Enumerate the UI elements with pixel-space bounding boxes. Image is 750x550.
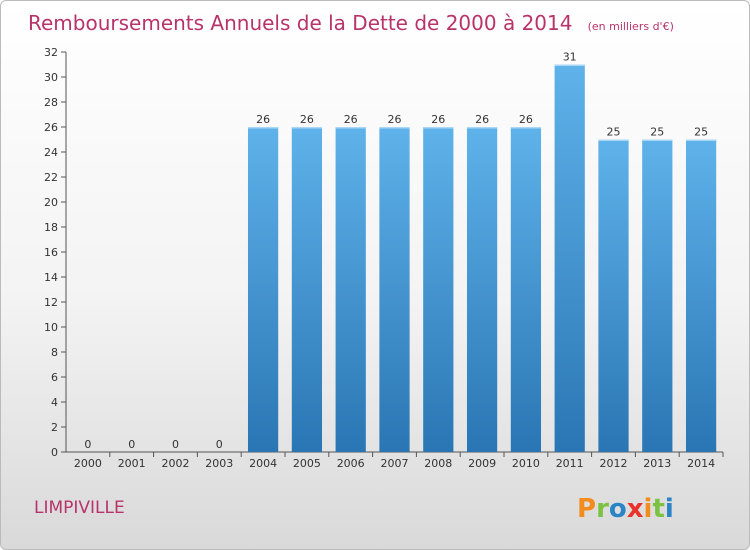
- y-tick-label: 28: [44, 96, 58, 109]
- bar: [247, 127, 279, 452]
- bar: [466, 127, 498, 452]
- x-tick-label: 2012: [600, 457, 628, 470]
- bar: [379, 127, 410, 452]
- data-label: 26: [475, 113, 489, 126]
- bar-highlight: [379, 127, 410, 129]
- bar: [291, 127, 323, 452]
- data-label: 26: [344, 113, 358, 126]
- x-tick-label: 2002: [162, 457, 190, 470]
- y-tick-label: 6: [51, 371, 58, 384]
- data-label: 26: [519, 113, 533, 126]
- data-label: 0: [128, 438, 135, 451]
- y-tick-label: 22: [44, 171, 58, 184]
- x-tick-label: 2006: [337, 457, 365, 470]
- chart-title: Remboursements Annuels de la Dette de 20…: [28, 11, 674, 35]
- logo-letter: P: [577, 494, 596, 524]
- chart-title-unit: (en milliers d'€): [588, 20, 674, 33]
- x-tick-label: 2009: [468, 457, 496, 470]
- x-tick-label: 2001: [118, 457, 146, 470]
- city-name: LIMPIVILLE: [34, 498, 125, 518]
- data-label: 26: [431, 113, 445, 126]
- y-tick-label: 24: [44, 146, 58, 159]
- bar-highlight: [423, 127, 454, 129]
- data-label: 0: [84, 438, 91, 451]
- bar-highlight: [291, 127, 323, 129]
- y-tick-label: 4: [51, 396, 58, 409]
- y-tick-label: 20: [44, 196, 58, 209]
- bar: [642, 139, 673, 452]
- x-tick-label: 2005: [293, 457, 321, 470]
- logo-letter: x: [627, 494, 644, 524]
- x-tick-label: 2003: [205, 457, 233, 470]
- x-tick-label: 2007: [381, 457, 409, 470]
- bar: [335, 127, 366, 452]
- data-label: 26: [388, 113, 402, 126]
- proxiti-logo: Proxiti: [577, 494, 674, 524]
- data-label: 0: [172, 438, 179, 451]
- bar: [598, 139, 629, 452]
- bar: [685, 139, 717, 452]
- y-tick-label: 8: [51, 346, 58, 359]
- y-tick-label: 26: [44, 121, 58, 134]
- logo-letter: i: [665, 494, 674, 524]
- x-tick-label: 2000: [74, 457, 102, 470]
- y-tick-label: 0: [51, 446, 58, 459]
- logo-letter: r: [596, 494, 609, 524]
- x-tick-label: 2011: [556, 457, 584, 470]
- bar-highlight: [247, 127, 279, 129]
- bar-highlight: [685, 139, 717, 141]
- x-tick-label: 2008: [424, 457, 452, 470]
- y-tick-label: 10: [44, 321, 58, 334]
- data-label: 26: [300, 113, 314, 126]
- data-label: 25: [650, 126, 664, 139]
- y-tick-label: 18: [44, 221, 58, 234]
- bar-highlight: [598, 139, 629, 141]
- data-label: 25: [607, 126, 621, 139]
- x-axis: 2000 2001 2002 2003 2004 2005 2006 2007 2008 2009…: [66, 451, 724, 470]
- y-tick-label: 12: [44, 296, 58, 309]
- x-tick-label: 2010: [512, 457, 540, 470]
- logo-letter: i: [644, 494, 653, 524]
- bar: [554, 64, 585, 452]
- x-tick-label: 2004: [249, 457, 277, 470]
- y-tick-label: 16: [44, 246, 58, 259]
- x-tick-label: 2014: [687, 457, 715, 470]
- x-tick-label: 2013: [643, 457, 671, 470]
- bar: [510, 127, 542, 452]
- logo-letter: t: [652, 494, 664, 524]
- bar-highlight: [466, 127, 498, 129]
- data-label: 31: [563, 51, 577, 64]
- bars: [247, 64, 717, 452]
- bar: [423, 127, 454, 452]
- y-tick-label: 2: [51, 421, 58, 434]
- logo-letter: o: [609, 494, 627, 524]
- data-label: 0: [216, 438, 223, 451]
- y-tick-label: 30: [44, 71, 58, 84]
- bar-highlight: [642, 139, 673, 141]
- y-tick-label: 14: [44, 271, 58, 284]
- data-label: 25: [694, 126, 708, 139]
- y-tick-label: 32: [44, 46, 58, 59]
- chart-title-main: Remboursements Annuels de la Dette de 20…: [28, 11, 572, 35]
- bar-highlight: [554, 64, 585, 66]
- bar-highlight: [335, 127, 366, 129]
- bar-highlight: [510, 127, 542, 129]
- data-label: 26: [256, 113, 270, 126]
- data-labels: 0 0 0 0 26 26 26 26 26 26 26 31 25 25 25: [84, 51, 708, 452]
